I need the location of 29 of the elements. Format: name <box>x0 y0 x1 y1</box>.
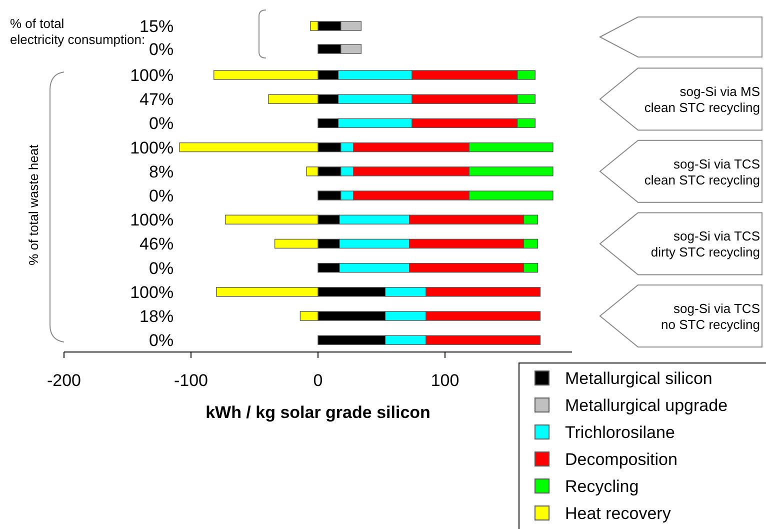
x-axis-title: kWh / kg solar grade silicon <box>206 403 430 422</box>
legend-label: Decomposition <box>565 450 678 469</box>
legend-label: Recycling <box>565 477 639 496</box>
text: sog-Si via MS clean STC recycling <box>644 84 760 116</box>
legend-label: Heat recovery <box>565 504 672 523</box>
x-tick-label: -200 <box>46 371 82 390</box>
text: % of total waste heat <box>26 144 41 266</box>
y-tick-label: 47% <box>140 90 174 110</box>
y-tick-label: 0% <box>148 40 174 59</box>
legend-label: Metallurgical silicon <box>565 369 712 388</box>
y-tick-label: 0% <box>148 114 174 134</box>
y-tick-label: 100% <box>130 138 174 158</box>
y-tick-label: 0% <box>148 331 174 350</box>
y-tick-label: 18% <box>140 307 174 326</box>
y-tick-label: 100% <box>130 282 174 302</box>
y-tick-label: 100% <box>130 66 174 85</box>
y-tick-label: 100% <box>130 210 174 230</box>
x-tick-label: -100 <box>174 371 208 390</box>
text: sog-Si via TCS no STC recycling <box>661 301 760 332</box>
x-tick-label: 0 <box>313 371 323 390</box>
text: sog-Si via TCS dirty STC recycling <box>650 228 760 260</box>
text: sog-Si via TCS clean STC recycling <box>644 156 760 188</box>
y-tick-label: 46% <box>140 234 174 254</box>
y-tick-label: 0% <box>148 258 174 278</box>
legend-label: Metallurgical upgrade <box>565 396 728 415</box>
y-tick-label: 0% <box>148 186 174 206</box>
x-tick-label: 100 <box>430 371 460 390</box>
y-tick-label: 8% <box>148 162 174 182</box>
legend-label: Trichlorosilane <box>565 423 675 442</box>
